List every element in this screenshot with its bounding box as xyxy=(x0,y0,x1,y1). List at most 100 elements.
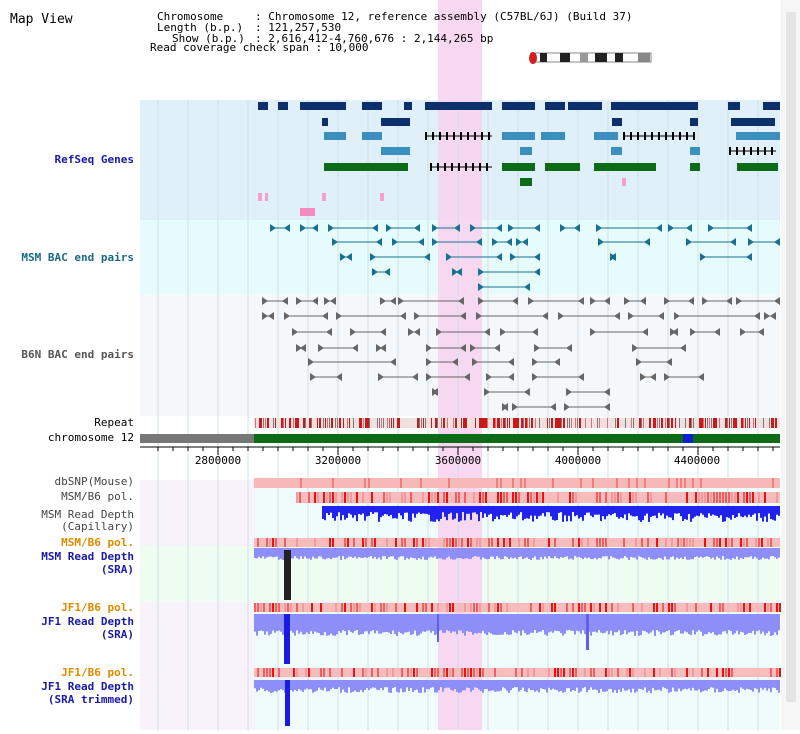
msm-sra-depth-track[interactable] xyxy=(254,548,780,600)
bac-end-marker xyxy=(666,358,672,366)
msm-read-depth-sra-label[interactable]: MSM Read Depth xyxy=(41,550,134,563)
pol-mark xyxy=(551,603,553,612)
repeat-mark xyxy=(633,418,634,428)
depth-bar xyxy=(558,680,560,692)
gene-block xyxy=(736,132,780,140)
repeat-label[interactable]: Repeat xyxy=(94,416,134,429)
gene-exon xyxy=(764,147,766,155)
bac-end-marker xyxy=(702,297,708,305)
pol-mark xyxy=(518,492,520,503)
depth-bar xyxy=(646,680,648,693)
bac-end-marker xyxy=(386,224,392,232)
msm-read-depth-cap-label[interactable]: MSM Read Depth xyxy=(41,508,134,521)
bac-end-marker xyxy=(566,388,572,396)
jf1-b6-pol-label-2[interactable]: JF1/B6 pol. xyxy=(61,666,134,679)
depth-bar xyxy=(624,506,626,515)
depth-bar xyxy=(694,680,696,691)
msm-capillary-depth-track[interactable] xyxy=(322,506,780,522)
dbsnp-track[interactable] xyxy=(254,478,780,488)
repeat-mark xyxy=(323,418,324,428)
depth-bar xyxy=(768,614,770,632)
chromosome-ideogram[interactable] xyxy=(529,52,652,64)
jf1-trimmed-depth-track[interactable] xyxy=(254,680,780,726)
jf1-sra-depth-track[interactable] xyxy=(254,614,780,664)
depth-bar xyxy=(688,614,690,635)
depth-bar xyxy=(424,506,426,514)
msm-b6-pol-label-2[interactable]: MSM/B6 pol. xyxy=(61,536,134,549)
depth-bar xyxy=(594,614,596,632)
pol-mark xyxy=(584,668,586,677)
pol-mark xyxy=(386,538,388,547)
depth-bar xyxy=(664,680,666,689)
pol-mark xyxy=(464,603,466,612)
jf1-b6-pol-track-2[interactable] xyxy=(254,668,781,677)
depth-bar xyxy=(274,614,276,633)
repeat-mark xyxy=(567,418,568,428)
msm-bac-features[interactable] xyxy=(270,224,780,291)
depth-bar xyxy=(388,548,390,558)
depth-bar xyxy=(616,506,618,517)
depth-bar xyxy=(446,614,448,631)
depth-bar xyxy=(594,680,596,690)
depth-bar xyxy=(386,548,388,559)
pol-mark xyxy=(446,492,448,503)
depth-bar xyxy=(582,548,584,560)
right-scrollbar-thumb[interactable] xyxy=(786,12,796,702)
depth-bar xyxy=(294,614,296,636)
depth-bar xyxy=(764,506,766,517)
depth-bar xyxy=(386,680,388,688)
jf1-b6-pol-label-1[interactable]: JF1/B6 pol. xyxy=(61,601,134,614)
bac-end-marker xyxy=(590,328,596,336)
refseq-genes-label[interactable]: RefSeq Genes xyxy=(55,153,134,166)
depth-bar xyxy=(682,680,684,690)
depth-spike xyxy=(284,614,290,664)
jf1-read-depth-sra-label[interactable]: JF1 Read Depth xyxy=(41,615,134,628)
pol-mark xyxy=(464,668,466,677)
pol-mark xyxy=(416,603,418,612)
gene-exon xyxy=(679,132,681,140)
pol-mark xyxy=(611,668,613,677)
depth-bar xyxy=(574,548,576,557)
jf1-b6-pol-track[interactable] xyxy=(254,603,781,612)
bac-end-marker xyxy=(308,358,314,366)
depth-bar xyxy=(734,548,736,560)
pol-mark xyxy=(446,538,448,547)
depth-bar xyxy=(728,680,730,692)
repeat-mark xyxy=(749,418,750,428)
chromosome-sequence-bar[interactable] xyxy=(254,434,780,443)
pol-mark xyxy=(629,668,631,677)
depth-bar xyxy=(410,614,412,635)
bac-end-marker xyxy=(698,373,704,381)
depth-bar xyxy=(484,614,486,634)
repeat-mark xyxy=(689,418,691,428)
pol-mark xyxy=(293,668,295,677)
depth-bar xyxy=(448,548,450,557)
depth-bar xyxy=(652,680,654,688)
msm-b6-pol-label-1[interactable]: MSM/B6 pol. xyxy=(61,490,134,503)
pol-mark xyxy=(431,492,433,503)
pol-mark xyxy=(260,603,262,612)
jf1-read-depth-trim-label[interactable]: JF1 Read Depth xyxy=(41,680,134,693)
msm-bac-label[interactable]: MSM BAC end pairs xyxy=(21,251,134,264)
depth-bar xyxy=(756,680,758,689)
refseq-gene-features[interactable] xyxy=(258,102,780,216)
dbsnp-label[interactable]: dbSNP(Mouse) xyxy=(55,475,134,488)
chromosome-label[interactable]: chromosome 12 xyxy=(48,431,134,444)
depth-bar xyxy=(692,680,694,688)
depth-bar xyxy=(632,506,634,517)
pol-mark xyxy=(311,603,313,612)
gene-exon xyxy=(472,163,474,171)
depth-bar xyxy=(700,506,702,514)
msm-b6-pol-track-2[interactable] xyxy=(254,538,780,547)
b6n-bac-label[interactable]: B6N BAC end pairs xyxy=(21,348,134,361)
b6n-bac-features[interactable] xyxy=(262,297,780,411)
pol-mark xyxy=(485,492,487,503)
msm-b6-pol-track[interactable] xyxy=(296,492,780,503)
pol-mark xyxy=(593,603,595,612)
depth-bar xyxy=(522,680,524,688)
position-axis xyxy=(140,446,780,455)
bac-end-marker xyxy=(690,328,696,336)
pol-mark xyxy=(554,668,556,677)
depth-spike xyxy=(284,550,291,600)
